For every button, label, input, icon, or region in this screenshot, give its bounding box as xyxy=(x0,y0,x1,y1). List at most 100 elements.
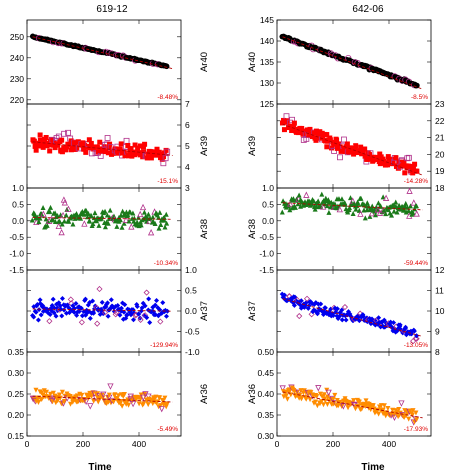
panel-619-12-ar38: -1.5 -1.0 -0.5 0.0 0.5 1.0 -10.34% xyxy=(9,183,182,275)
data-point xyxy=(137,143,143,149)
data-point xyxy=(355,200,361,206)
data-point xyxy=(138,222,144,228)
y-tick-label: 0.5 xyxy=(12,199,24,209)
y-tick-label: 0.35 xyxy=(7,347,24,357)
data-point xyxy=(102,208,108,214)
y-tick-label: 250 xyxy=(10,32,24,42)
data-point xyxy=(74,312,80,318)
data-point xyxy=(125,153,131,159)
data-point xyxy=(319,191,325,197)
y-tick-label: 0.40 xyxy=(257,389,274,399)
data-point xyxy=(282,292,288,298)
data-point xyxy=(64,144,70,150)
percent-change-annotation: -14.28% xyxy=(404,178,428,185)
data-point xyxy=(82,398,90,405)
data-point xyxy=(141,401,147,407)
data-point xyxy=(131,310,137,316)
data-point xyxy=(395,165,401,171)
data-point xyxy=(88,140,94,146)
data-point xyxy=(117,401,123,407)
data-point xyxy=(320,402,326,408)
data-point xyxy=(326,209,332,215)
data-point xyxy=(412,161,418,167)
data-point xyxy=(334,306,340,312)
y-tick-label: 0.30 xyxy=(7,368,24,378)
data-point xyxy=(294,196,300,202)
y-tick-label: 3 xyxy=(185,183,190,193)
data-point xyxy=(410,165,416,171)
data-point xyxy=(164,148,171,155)
data-point xyxy=(279,209,285,215)
data-point xyxy=(81,146,87,152)
data-point xyxy=(47,391,53,397)
data-point xyxy=(385,154,391,160)
data-point xyxy=(359,406,365,412)
y-tick-label: 21 xyxy=(435,133,445,143)
data-point xyxy=(410,209,416,215)
data-point xyxy=(337,154,343,161)
panel-619-12-ar37: -1.0 -0.5 0.0 0.5 1.0 -129.94% xyxy=(26,265,200,357)
data-point xyxy=(47,311,53,317)
data-point xyxy=(161,217,167,223)
data-point xyxy=(353,206,359,212)
data-point xyxy=(348,195,354,201)
data-point xyxy=(146,217,153,225)
y-tick-label: -1.0 xyxy=(9,249,24,259)
data-point xyxy=(73,300,79,306)
data-point xyxy=(406,416,412,422)
data-point xyxy=(100,395,106,401)
y-tick-label: 0.0 xyxy=(185,306,197,316)
data-point xyxy=(154,298,160,304)
data-point xyxy=(162,155,169,162)
data-point xyxy=(40,210,47,217)
data-point xyxy=(122,302,128,308)
y-tick-label: 220 xyxy=(10,95,24,105)
data-point xyxy=(152,220,158,226)
data-point xyxy=(126,402,132,408)
data-point xyxy=(81,220,88,227)
data-point xyxy=(358,195,364,201)
data-point xyxy=(105,150,111,156)
data-point xyxy=(59,313,65,319)
data-point xyxy=(136,311,142,317)
plot-panels: Ar40 Ar40 Ar39 Ar39 Ar38 Ar38 Ar37 Ar37 Ar36 Ar36… xyxy=(7,15,444,449)
data-point xyxy=(88,213,94,219)
data-point xyxy=(381,207,387,213)
data-point xyxy=(137,210,144,218)
data-point xyxy=(339,317,345,323)
data-point xyxy=(79,313,85,319)
data-point xyxy=(38,312,44,318)
data-point xyxy=(152,302,158,308)
data-point xyxy=(105,220,111,226)
percent-change-annotation: -15.1% xyxy=(157,178,178,185)
data-point xyxy=(82,296,88,302)
data-point xyxy=(163,147,169,153)
data-point xyxy=(124,312,130,318)
panel-642-06-ar38: -1.5 -1.0 -0.5 0.0 0.5 1.0 -59.44% xyxy=(259,183,432,275)
y-tick-label: 135 xyxy=(260,57,274,67)
data-point xyxy=(71,309,77,315)
data-point xyxy=(309,134,315,140)
data-point xyxy=(147,229,155,236)
data-point xyxy=(325,394,331,400)
data-point xyxy=(291,124,297,130)
data-point xyxy=(116,393,122,399)
data-point xyxy=(414,168,420,174)
data-point xyxy=(374,206,381,213)
data-point xyxy=(314,311,320,317)
data-point xyxy=(372,317,378,323)
trend-line xyxy=(32,308,173,312)
panel-642-06-ar39: 18 19 20 21 22 23 -14.28% xyxy=(276,99,445,193)
trend-line xyxy=(32,395,173,403)
data-point xyxy=(330,397,336,403)
data-point xyxy=(35,399,41,405)
y-tick-label: 6 xyxy=(185,120,190,130)
data-point xyxy=(413,203,419,209)
y-tick-label: 0.30 xyxy=(257,431,274,441)
data-point xyxy=(314,403,320,409)
y-tick-label: 11 xyxy=(435,286,444,296)
data-point xyxy=(307,397,313,403)
data-point xyxy=(65,129,71,136)
data-point xyxy=(349,197,356,204)
data-point xyxy=(303,295,311,302)
